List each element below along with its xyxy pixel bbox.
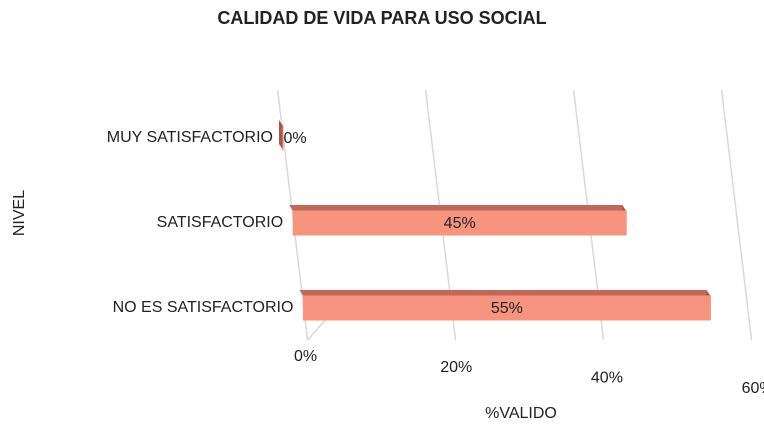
bar-front <box>302 295 711 321</box>
bar <box>299 290 711 321</box>
grid-line <box>720 89 753 341</box>
bar-front <box>292 210 627 236</box>
bar <box>279 120 284 151</box>
y-tick-label: NO ES SATISFACTORIO <box>113 299 294 316</box>
bar-top <box>299 290 711 296</box>
bar <box>289 205 627 236</box>
y-tick-label: MUY SATISFACTORIO <box>107 129 273 146</box>
x-tick-label: 40% <box>591 370 623 387</box>
x-tick-label: 20% <box>440 359 472 376</box>
data-label: 45% <box>444 215 476 232</box>
y-axis-label: NIVEL <box>11 190 28 236</box>
x-tick-label: 60% <box>742 380 764 397</box>
data-label: 0% <box>283 130 306 147</box>
x-tick-label: 0% <box>294 348 317 365</box>
chart-title: CALIDAD DE VIDA PARA USO SOCIAL <box>217 8 546 28</box>
x-axis-label: %VALIDO <box>485 405 557 422</box>
y-tick-label: SATISFACTORIO <box>157 214 284 231</box>
data-label: 55% <box>491 300 523 317</box>
bar-end <box>279 120 283 150</box>
bar-top <box>289 205 627 211</box>
